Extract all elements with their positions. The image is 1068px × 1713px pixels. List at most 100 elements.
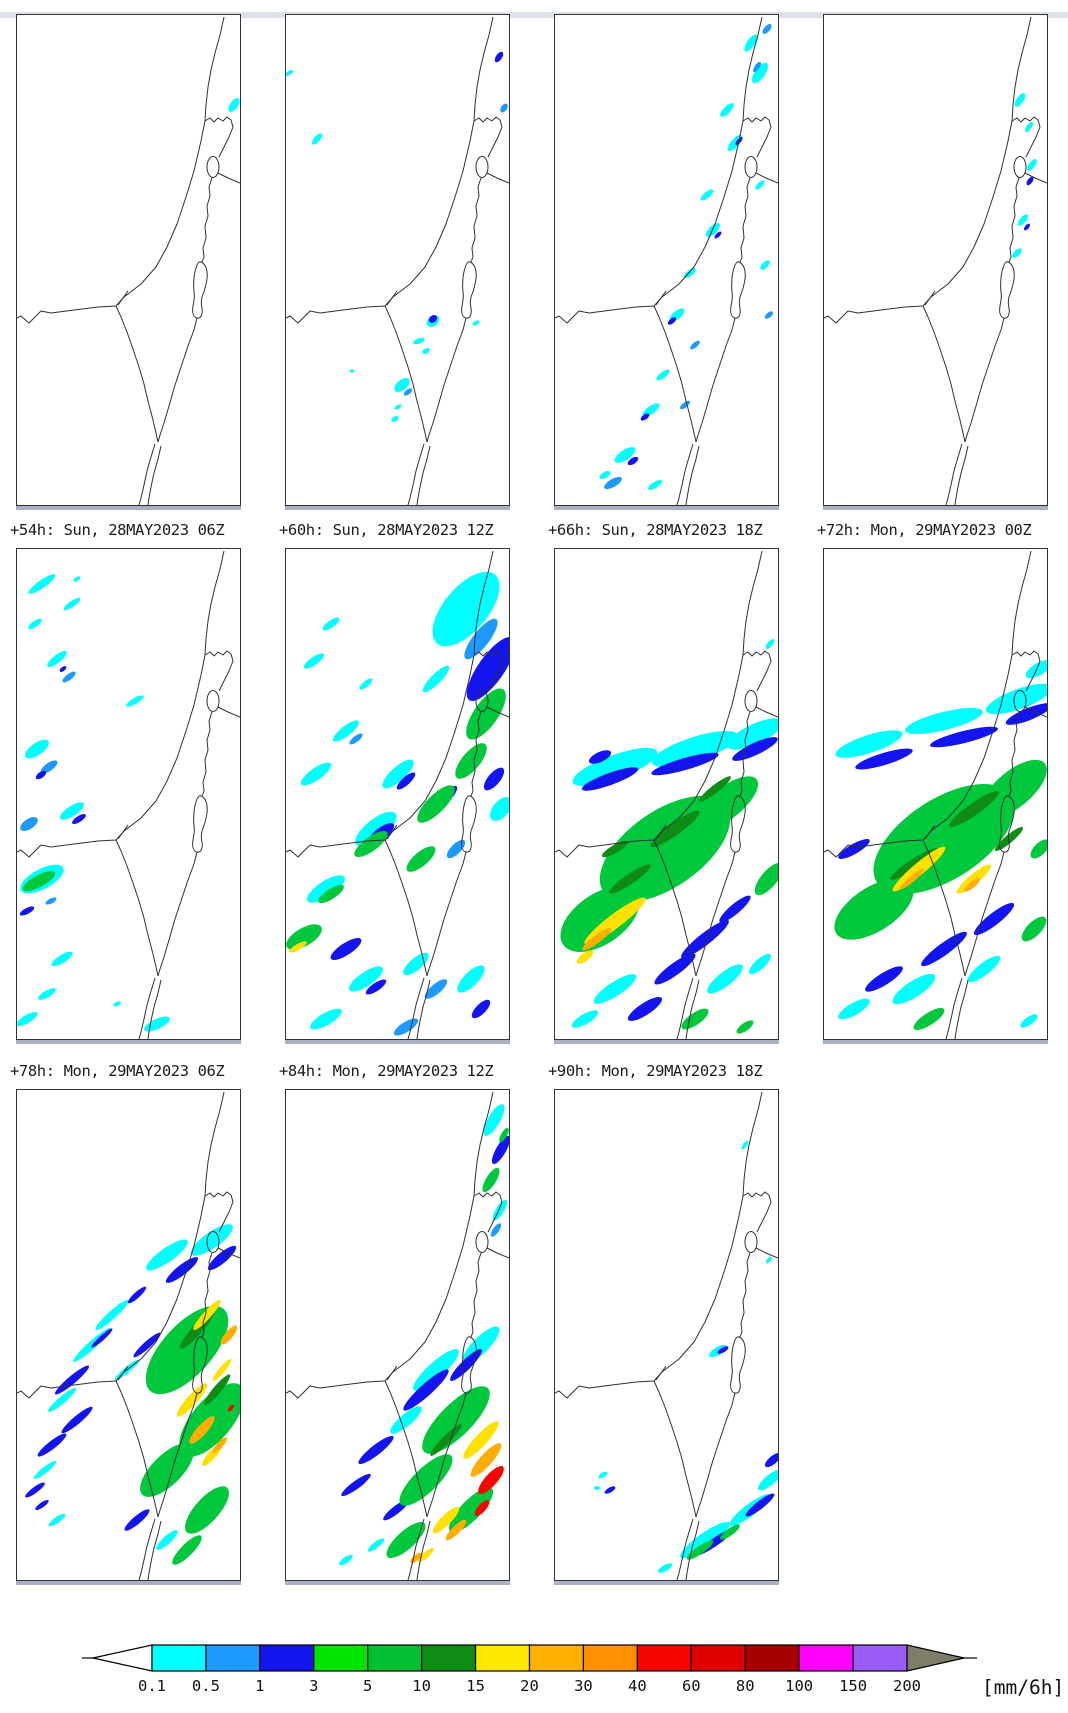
sea-of-galilee-outline	[744, 690, 758, 712]
precip-blob	[560, 886, 640, 952]
precipitation-map	[555, 16, 778, 505]
forecast-map-panel	[285, 14, 510, 506]
precip-blob	[358, 1435, 394, 1465]
color-scale-legend: 0.1 0.5 1 3 5 10 15 20 30 40 60 80 100 150 200 [mm/6h]	[0, 1628, 1068, 1713]
precip-blob	[654, 953, 696, 985]
precip-blob	[133, 1332, 161, 1358]
precip-blob	[727, 134, 743, 152]
precip-blob	[432, 571, 500, 647]
sea-of-galilee-outline	[1013, 690, 1027, 712]
legend-tick-label: 0.5	[192, 1677, 220, 1695]
precip-blob	[318, 884, 344, 904]
sea-of-galilee-outline	[744, 156, 758, 178]
legend-overflow-arrow	[906, 1644, 965, 1672]
sea-of-galilee-outline	[1013, 156, 1027, 178]
coastline-border-path	[204, 116, 234, 158]
precip-blob	[656, 369, 670, 381]
sea-of-galilee-outline	[744, 1231, 758, 1253]
coastline-border-path	[964, 317, 1005, 443]
precip-blob	[985, 683, 1047, 715]
coastline-border-path	[695, 851, 736, 977]
coastline-border-path	[653, 839, 697, 977]
precip-blob	[1024, 121, 1034, 133]
legend-color-cell	[798, 1644, 854, 1672]
coastline-border-path	[653, 1380, 697, 1518]
coastline-border-path	[407, 977, 425, 1039]
color-scale-bar: 0.1 0.5 1 3 5 10 15 20 30 40 60 80 100 150 200 [mm/6h]	[82, 1644, 1064, 1699]
precip-blob	[1030, 839, 1047, 859]
coastline-border-path	[386, 1365, 398, 1381]
coastline-border-path	[470, 177, 482, 263]
precip-blob	[19, 906, 35, 916]
coastline-border-path	[999, 261, 1015, 319]
precip-blob	[144, 1016, 170, 1032]
precip-blob	[609, 864, 651, 894]
coastline-border-path	[426, 317, 467, 443]
precip-blob	[593, 974, 637, 1004]
precip-blob	[717, 1346, 729, 1354]
coastline-border-path	[685, 979, 700, 1039]
precip-blob	[394, 378, 410, 392]
legend-color-cell	[744, 1644, 800, 1672]
precip-blob	[472, 320, 480, 326]
precip-blob	[865, 966, 903, 992]
coastline-border-path	[954, 979, 969, 1039]
legend-color-cell	[205, 1644, 261, 1672]
precip-blob	[1024, 223, 1030, 231]
coastline-border-path	[138, 1518, 156, 1580]
precip-blob	[333, 720, 359, 742]
precip-blob	[604, 476, 622, 490]
precip-blob	[191, 1224, 233, 1256]
precip-blob	[732, 737, 778, 761]
legend-color-cell	[259, 1644, 315, 1672]
precip-blob	[581, 767, 639, 791]
precip-blob	[490, 797, 509, 821]
precip-blob	[719, 895, 751, 923]
precip-blob	[921, 931, 967, 967]
precip-blob	[176, 1383, 208, 1417]
precip-blob	[403, 1369, 449, 1411]
precip-blob	[422, 1386, 490, 1454]
precip-blob	[91, 1328, 113, 1348]
coastline-border-path	[17, 550, 225, 858]
precip-blob	[457, 965, 485, 993]
precip-blob	[601, 840, 629, 858]
coastline-border-path	[115, 1380, 159, 1518]
precip-blob	[930, 726, 998, 748]
precip-blob	[699, 776, 731, 802]
legend-tick-label: 0.1	[138, 1677, 166, 1695]
precip-blob	[745, 1493, 775, 1517]
precip-blob	[48, 1513, 66, 1527]
precip-blob	[744, 34, 758, 52]
precip-blob	[967, 955, 1001, 983]
precip-blob	[124, 1509, 150, 1531]
precip-blob	[651, 752, 719, 776]
coastline-border-path	[945, 977, 963, 1039]
coastline-border-path	[655, 824, 667, 840]
precip-blob	[35, 1499, 49, 1511]
precip-blob	[428, 315, 438, 323]
precip-blob	[604, 1486, 616, 1494]
coastline-border-path	[922, 839, 966, 977]
coastline-border-path	[555, 1091, 763, 1399]
precip-blob	[63, 597, 81, 611]
legend-color-cell	[421, 1644, 477, 1672]
precip-blob	[855, 748, 913, 770]
precip-blob	[751, 62, 769, 84]
precip-blob	[62, 671, 76, 683]
precip-blob	[286, 69, 294, 77]
coastline-border-path	[416, 979, 431, 1039]
legend-tick-label: 30	[574, 1677, 593, 1695]
precip-blob	[393, 1018, 419, 1036]
precip-blob	[430, 1424, 462, 1456]
panel-title: +84h: Mon, 29MAY2023 12Z	[279, 1062, 494, 1080]
coastline-border-path	[1024, 706, 1047, 718]
legend-tick-label: 15	[466, 1677, 485, 1695]
precip-blob	[474, 1500, 490, 1516]
precip-blob	[413, 337, 425, 345]
precip-blob	[403, 952, 429, 976]
legend-underflow-arrow	[92, 1644, 153, 1672]
coastline-border-path	[115, 305, 159, 443]
precip-blob	[300, 762, 332, 786]
coastline-border-path	[217, 706, 240, 718]
